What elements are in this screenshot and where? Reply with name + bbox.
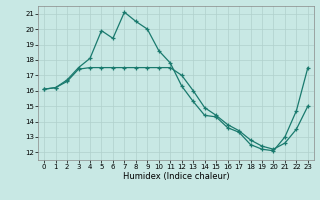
X-axis label: Humidex (Indice chaleur): Humidex (Indice chaleur) — [123, 172, 229, 181]
